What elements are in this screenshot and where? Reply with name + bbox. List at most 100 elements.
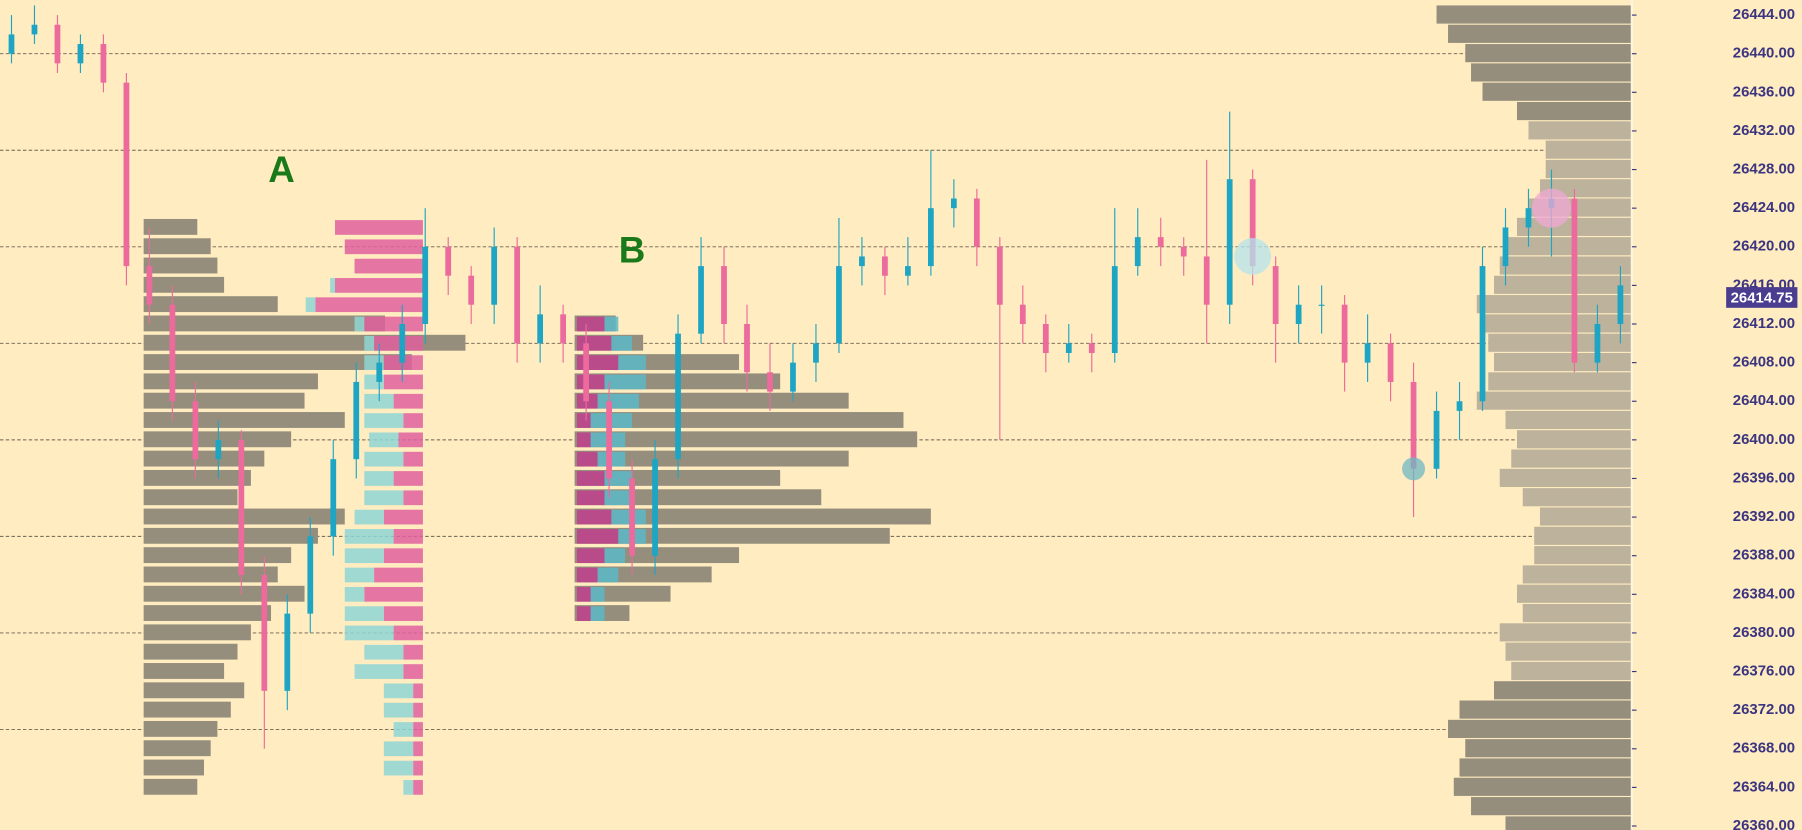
candle-body	[1295, 304, 1302, 325]
profile-delta	[330, 278, 336, 293]
profile-bar	[143, 547, 292, 564]
profile-bar	[143, 740, 211, 757]
candle-body	[54, 24, 61, 64]
bubble	[1402, 457, 1426, 481]
y-tick-label: 26432.00	[1733, 122, 1795, 139]
candles	[8, 5, 1624, 749]
candle-body	[836, 266, 842, 344]
profile-bar	[574, 508, 931, 525]
candle-body	[1617, 285, 1624, 325]
profile-delta	[364, 586, 423, 602]
profile-delta	[344, 625, 394, 641]
y-tick-label: 26368.00	[1733, 740, 1795, 757]
candle-body	[859, 256, 865, 267]
profile-bar	[1505, 410, 1632, 430]
profile-bar	[143, 354, 412, 370]
profile-bar	[1488, 333, 1632, 352]
candle-body	[169, 304, 176, 402]
y-tick-label: 26404.00	[1733, 392, 1795, 409]
profile-delta	[393, 625, 423, 641]
profile-delta	[576, 548, 605, 564]
profile-delta	[611, 509, 646, 525]
profile-delta	[403, 490, 423, 506]
profile-delta	[413, 683, 423, 699]
candle-body	[652, 459, 658, 556]
candle-body	[1157, 237, 1164, 247]
profile-delta	[604, 490, 633, 506]
profile-delta	[576, 413, 591, 428]
profile-bar	[143, 469, 251, 486]
candle-body	[284, 613, 291, 691]
profile-bar	[1482, 82, 1632, 101]
candle-body	[1410, 381, 1417, 469]
profile-delta	[576, 529, 619, 544]
profile-bar	[1534, 546, 1632, 565]
profile-delta	[383, 683, 414, 699]
candle-body	[1456, 401, 1463, 411]
y-tick-label: 26372.00	[1733, 701, 1795, 718]
profile-delta	[344, 548, 384, 564]
profile-delta	[576, 606, 591, 621]
candle-body	[1502, 227, 1509, 267]
profile-bar	[1476, 391, 1632, 410]
profile-delta	[413, 702, 423, 718]
candle-body	[790, 362, 796, 392]
profile-bar	[1516, 101, 1632, 121]
profile-delta	[576, 567, 598, 583]
profile-bar	[1505, 237, 1632, 256]
candle-body	[973, 198, 980, 247]
y-tick-label: 26428.00	[1733, 161, 1795, 178]
profile-bar	[574, 392, 849, 409]
y-tick-label: 26436.00	[1733, 83, 1795, 100]
candle-body	[1019, 304, 1026, 325]
y-tick-label: 26392.00	[1733, 508, 1795, 525]
candle-body	[950, 198, 957, 209]
profile-bar	[1505, 816, 1632, 830]
profile-delta	[364, 413, 404, 428]
profile-delta	[364, 451, 404, 467]
profile-bar	[143, 315, 385, 332]
candle-body	[1180, 246, 1187, 257]
candle-body	[1272, 266, 1279, 325]
profile-delta	[576, 432, 591, 448]
profile-delta	[576, 374, 605, 390]
profile-bar	[143, 720, 218, 737]
profile-bar	[1476, 295, 1632, 314]
candle-body	[192, 401, 199, 460]
candle-body	[905, 266, 911, 276]
profile-delta	[597, 393, 639, 409]
profile-delta	[344, 606, 384, 621]
profile-bar	[1459, 700, 1632, 719]
candle-body	[491, 246, 498, 305]
profile-bar	[143, 778, 198, 795]
profile-bar	[1494, 352, 1632, 372]
y-tick-label: 26408.00	[1733, 354, 1795, 371]
profile-bar	[1471, 797, 1632, 816]
profile-bar	[143, 412, 345, 428]
profile-delta	[576, 335, 612, 351]
candle-body	[996, 246, 1003, 305]
profile-delta	[344, 239, 423, 255]
candle-body	[767, 372, 773, 392]
profile-delta	[604, 548, 626, 564]
profile-bar	[143, 663, 225, 679]
candle-body	[1479, 266, 1486, 402]
profile-delta	[344, 567, 375, 583]
profile-delta	[403, 644, 423, 660]
profile-bar	[1471, 63, 1632, 82]
profile-bar	[1494, 275, 1632, 294]
y-tick-label: 26380.00	[1733, 624, 1795, 641]
candle-body	[445, 246, 452, 276]
profile-delta	[597, 567, 619, 583]
profile-bar	[1482, 314, 1632, 333]
y-tick-label: 26388.00	[1733, 547, 1795, 564]
candle-body	[261, 575, 268, 691]
candle-body	[1088, 343, 1095, 353]
last-price-label: 26414.75	[1731, 290, 1793, 307]
profile-delta	[413, 741, 423, 757]
profile-delta	[364, 335, 375, 351]
candle-body	[330, 459, 337, 537]
profile-delta	[576, 509, 612, 525]
profile-bar	[1539, 507, 1632, 526]
